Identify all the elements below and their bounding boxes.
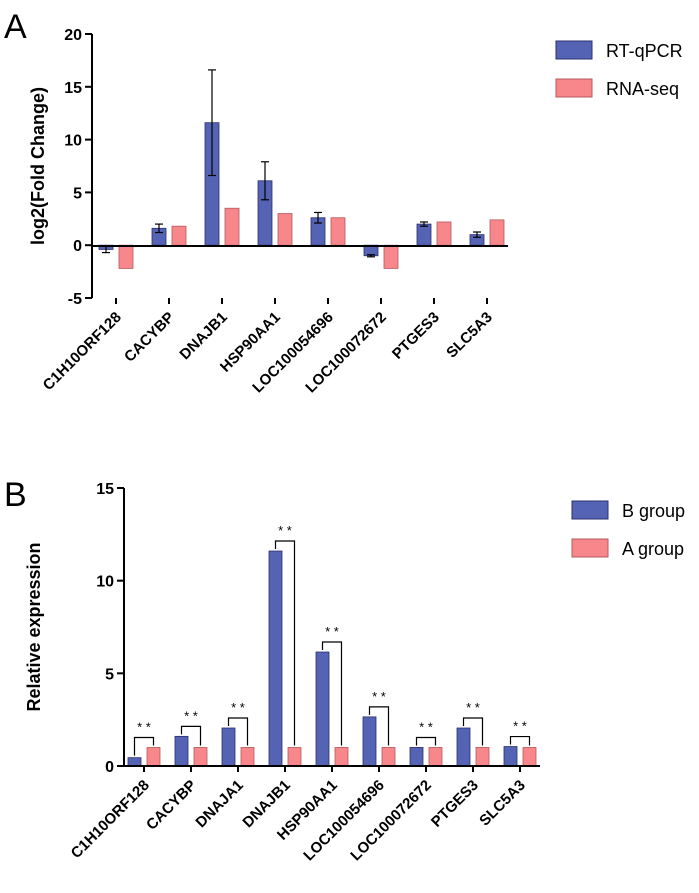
- bar-series1: [416, 223, 432, 246]
- bar-series1: [409, 747, 424, 767]
- x-tick-label: CACYBP: [121, 309, 178, 366]
- significance-bracket: [509, 735, 531, 746]
- significance-bracket: [274, 540, 296, 746]
- significance-label: * *: [137, 719, 151, 734]
- x-tick-label: SLC5A3: [476, 777, 529, 830]
- bar-series2: [171, 225, 187, 246]
- bar-series2: [118, 244, 134, 269]
- y-tick-label: 0: [105, 759, 114, 776]
- bar-series2: [240, 747, 255, 767]
- significance-label: * *: [513, 719, 527, 734]
- bar-series2: [381, 747, 396, 767]
- bar-series2: [428, 747, 443, 767]
- bar-series2: [489, 219, 505, 246]
- y-tick-label: 15: [96, 481, 114, 498]
- panel-label-b: B: [4, 476, 27, 514]
- bar-series2: [522, 747, 537, 767]
- x-tick-label: CACYBP: [143, 777, 200, 834]
- x-tick-label: LOC100072672: [347, 777, 435, 865]
- y-axis-title: Relative expression: [24, 542, 44, 711]
- bar-series2: [436, 221, 452, 246]
- significance-bracket: [415, 736, 437, 746]
- legend-swatch-series2: [555, 78, 593, 98]
- legend-label-series1: RT-qPCR: [606, 41, 683, 61]
- significance-bracket: [180, 725, 202, 746]
- significance-bracket: [133, 736, 155, 756]
- y-tick-label: 10: [96, 574, 114, 591]
- x-tick-label: DNAJB1: [176, 309, 230, 363]
- significance-label: * *: [278, 523, 292, 538]
- bar-series1: [456, 727, 471, 767]
- x-tick-label: C1H10ORF128: [68, 777, 153, 862]
- x-tick-label: PTGES3: [428, 777, 482, 831]
- y-tick-label: 0: [73, 238, 82, 255]
- bar-series2: [277, 213, 293, 246]
- bar-series1: [315, 651, 330, 767]
- significance-label: * *: [231, 700, 245, 715]
- bar-series1: [268, 550, 283, 767]
- bar-series1: [362, 716, 377, 767]
- significance-label: * *: [466, 700, 480, 715]
- bar-series2: [224, 207, 240, 246]
- x-tick-label: SLC5A3: [443, 309, 496, 362]
- y-tick-label: -5: [68, 291, 82, 308]
- significance-bracket: [462, 717, 484, 746]
- y-tick-label: 5: [105, 666, 114, 683]
- bar-series2: [334, 747, 349, 767]
- bar-series2: [146, 747, 161, 767]
- bar-series2: [475, 747, 490, 767]
- chart-a: -5 0 5 10 15 20 log2(Fold Change) C1H10ORF128CA…: [28, 27, 683, 396]
- legend-swatch-series1: [555, 40, 593, 60]
- chart-b: 0 5 10 15 Relative expression * * C1H10ORF128 *…: [24, 481, 685, 864]
- bar-series1: [174, 735, 189, 767]
- bar-series2: [330, 217, 346, 246]
- panel-label-a: A: [4, 8, 27, 46]
- y-tick-label: 20: [64, 27, 82, 44]
- legend-label-series2: A group: [622, 539, 684, 559]
- y-tick-label: 15: [64, 80, 82, 97]
- significance-label: * *: [184, 708, 198, 723]
- significance-bracket: [227, 717, 249, 746]
- bar-series1: [503, 746, 518, 767]
- bar-series2: [193, 747, 208, 767]
- legend-label-series1: B group: [622, 501, 685, 521]
- y-tick-label: 5: [73, 185, 82, 202]
- y-axis-title: log2(Fold Change): [28, 87, 48, 245]
- legend-swatch-series1: [571, 500, 609, 520]
- bar-series2: [383, 244, 399, 269]
- x-tick-label: PTGES3: [389, 309, 443, 363]
- significance-bracket: [321, 641, 343, 746]
- x-tick-label: LOC100054696: [300, 777, 388, 865]
- significance-label: * *: [325, 624, 339, 639]
- bar-series2: [287, 747, 302, 767]
- legend-swatch-series2: [571, 538, 609, 558]
- significance-label: * *: [372, 689, 386, 704]
- y-tick-label: 10: [64, 133, 82, 150]
- bar-series1: [221, 727, 236, 767]
- x-tick-label: DNAJA1: [192, 777, 246, 831]
- significance-bracket: [368, 706, 390, 746]
- legend-label-series2: RNA-seq: [606, 79, 679, 99]
- bar-series1: [127, 757, 142, 767]
- significance-label: * *: [419, 719, 433, 734]
- x-tick-label: C1H10ORF128: [40, 309, 125, 394]
